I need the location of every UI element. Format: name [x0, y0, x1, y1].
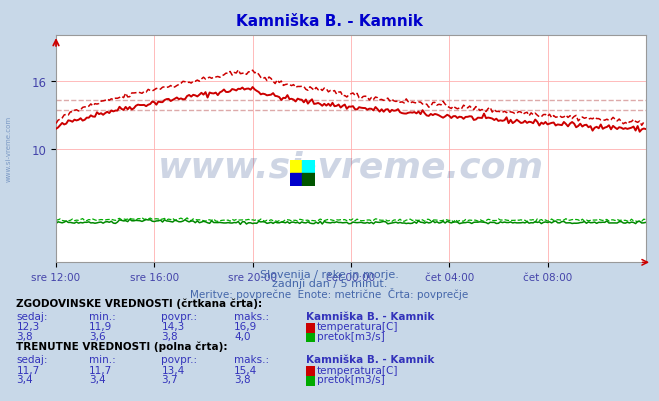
- Text: 3,4: 3,4: [89, 375, 105, 385]
- Text: 3,8: 3,8: [16, 331, 33, 341]
- Bar: [302, 160, 315, 173]
- Text: 3,6: 3,6: [89, 331, 105, 341]
- Text: Kamniška B. - Kamnik: Kamniška B. - Kamnik: [236, 14, 423, 29]
- Text: povpr.:: povpr.:: [161, 354, 198, 365]
- Text: povpr.:: povpr.:: [161, 311, 198, 321]
- Text: temperatura[C]: temperatura[C]: [317, 365, 399, 375]
- Text: sedaj:: sedaj:: [16, 311, 48, 321]
- Text: www.si-vreme.com: www.si-vreme.com: [5, 115, 12, 181]
- Text: TRENUTNE VREDNOSTI (polna črta):: TRENUTNE VREDNOSTI (polna črta):: [16, 341, 228, 351]
- Text: 14,3: 14,3: [161, 322, 185, 332]
- Text: 13,4: 13,4: [161, 365, 185, 375]
- Text: pretok[m3/s]: pretok[m3/s]: [317, 331, 385, 341]
- Text: zadnji dan / 5 minut.: zadnji dan / 5 minut.: [272, 278, 387, 288]
- Text: 11,7: 11,7: [16, 365, 40, 375]
- Text: Meritve: povprečne  Enote: metrične  Črta: povprečje: Meritve: povprečne Enote: metrične Črta:…: [190, 287, 469, 299]
- Text: 11,7: 11,7: [89, 365, 112, 375]
- Text: 12,3: 12,3: [16, 322, 40, 332]
- Bar: [290, 160, 302, 173]
- Text: 3,8: 3,8: [161, 331, 178, 341]
- Text: min.:: min.:: [89, 311, 116, 321]
- Text: 3,4: 3,4: [16, 375, 33, 385]
- Bar: [302, 173, 315, 186]
- Text: pretok[m3/s]: pretok[m3/s]: [317, 375, 385, 385]
- Text: 11,9: 11,9: [89, 322, 112, 332]
- Text: temperatura[C]: temperatura[C]: [317, 322, 399, 332]
- Text: sedaj:: sedaj:: [16, 354, 48, 365]
- Bar: [290, 173, 302, 186]
- Text: Kamniška B. - Kamnik: Kamniška B. - Kamnik: [306, 354, 435, 365]
- Text: maks.:: maks.:: [234, 311, 269, 321]
- Text: maks.:: maks.:: [234, 354, 269, 365]
- Text: www.si-vreme.com: www.si-vreme.com: [158, 150, 544, 184]
- Text: 15,4: 15,4: [234, 365, 257, 375]
- Text: Slovenija / reke in morje.: Slovenija / reke in morje.: [260, 269, 399, 279]
- Text: Kamniška B. - Kamnik: Kamniška B. - Kamnik: [306, 311, 435, 321]
- Text: 3,7: 3,7: [161, 375, 178, 385]
- Text: 4,0: 4,0: [234, 331, 250, 341]
- Text: 16,9: 16,9: [234, 322, 257, 332]
- Text: 3,8: 3,8: [234, 375, 250, 385]
- Text: min.:: min.:: [89, 354, 116, 365]
- Text: ZGODOVINSKE VREDNOSTI (črtkana črta):: ZGODOVINSKE VREDNOSTI (črtkana črta):: [16, 298, 262, 308]
